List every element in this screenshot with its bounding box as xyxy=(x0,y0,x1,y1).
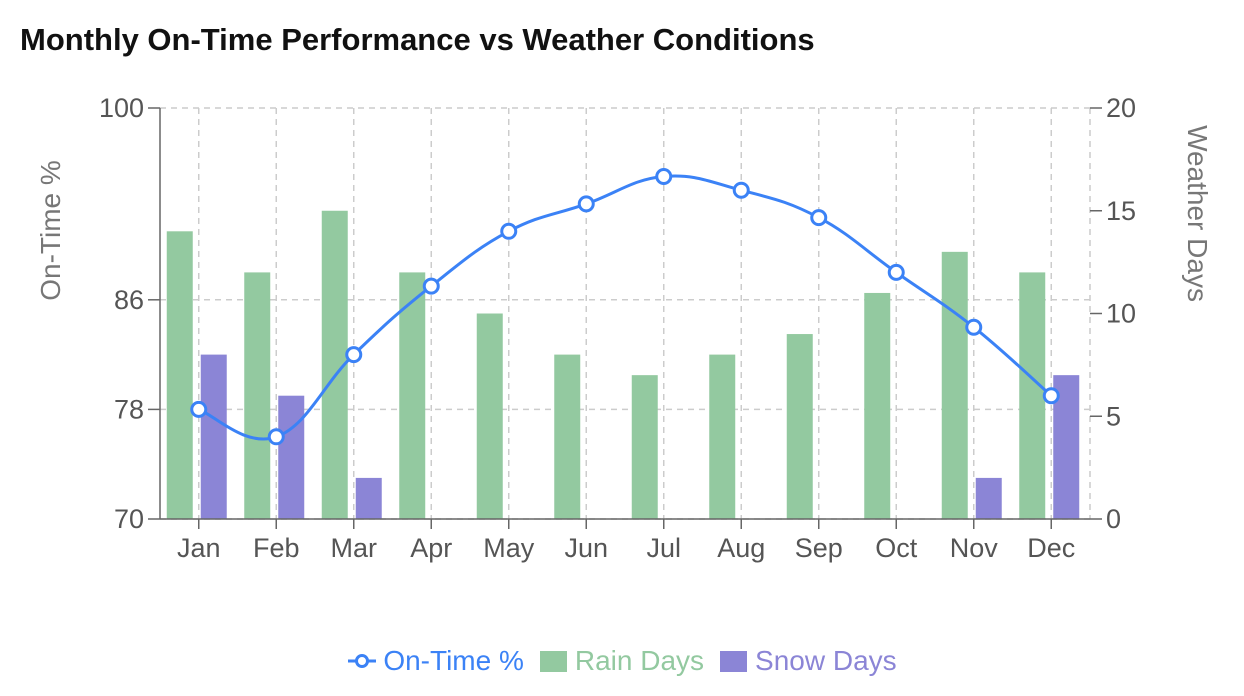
y-axis-right-label: Weather Days xyxy=(1182,125,1213,302)
axis-labels: On-Time % Weather Days xyxy=(35,125,1213,302)
y-right-tick-label: 20 xyxy=(1106,93,1136,123)
axes: 70 78 86 100 0 5 10 15 20 Jan Feb Mar Apr May Jun Jul Au… xyxy=(99,93,1136,563)
bar-snow-nov xyxy=(975,477,1002,519)
y-left-tick-label: 78 xyxy=(114,394,144,424)
bar-rain-jul xyxy=(631,375,658,519)
x-tick-label-aug: Aug xyxy=(717,533,765,563)
y-right-tick-label: 10 xyxy=(1106,299,1136,329)
rain-swatch-icon xyxy=(539,650,567,672)
chart-title: Monthly On-Time Performance vs Weather C… xyxy=(20,22,815,57)
line-on-time xyxy=(198,174,1053,441)
x-tick-label-may: May xyxy=(483,533,535,563)
x-tick-label-jun: Jun xyxy=(564,533,608,563)
point-on-time-oct xyxy=(887,263,905,281)
bar-rain-may xyxy=(476,313,503,519)
y-right-tick-label: 15 xyxy=(1106,196,1136,226)
x-tick-label-oct: Oct xyxy=(875,533,918,563)
x-tick-label-feb: Feb xyxy=(253,533,300,563)
bar-rain-oct xyxy=(864,292,891,519)
y-axis-left-label: On-Time % xyxy=(35,160,66,301)
y-left-tick-label: 70 xyxy=(114,504,144,534)
x-tick-label-apr: Apr xyxy=(410,533,452,563)
legend-item-snow[interactable]: Snow Days xyxy=(720,645,897,677)
bar-rain-aug xyxy=(709,354,736,519)
legend: On-Time % Rain Days Snow Days xyxy=(0,645,1244,677)
line-marker-icon xyxy=(348,654,377,668)
chart: 70 78 86 100 0 5 10 15 20 Jan Feb Mar Apr May Jun Jul Au… xyxy=(35,93,1213,563)
bar-rain-feb xyxy=(244,272,271,519)
line-series xyxy=(190,168,1060,446)
bar-rain-nov xyxy=(941,251,968,519)
y-right-tick-label: 0 xyxy=(1106,504,1121,534)
legend-item-on-time[interactable]: On-Time % xyxy=(347,645,524,677)
bar-snow-mar xyxy=(355,477,382,519)
legend-label-on-time: On-Time % xyxy=(383,645,524,676)
bar-rain-jun xyxy=(554,354,581,519)
legend-label-rain: Rain Days xyxy=(574,645,705,676)
bar-rain-apr xyxy=(399,272,426,519)
bar-snow-feb xyxy=(278,395,305,519)
x-tick-label-jan: Jan xyxy=(177,533,221,563)
y-left-tick-label: 86 xyxy=(114,285,144,315)
x-tick-label-mar: Mar xyxy=(331,533,378,563)
point-on-time-mar xyxy=(345,346,363,364)
snow-swatch-icon xyxy=(720,650,748,672)
legend-label-snow: Snow Days xyxy=(755,645,897,676)
point-on-time-may xyxy=(500,222,518,240)
bars xyxy=(166,210,1080,520)
bar-snow-jan xyxy=(200,354,227,519)
point-on-time-dec xyxy=(1042,387,1060,405)
point-on-time-jan xyxy=(190,400,208,418)
point-on-time-apr xyxy=(422,277,440,295)
y-right-tick-label: 5 xyxy=(1106,401,1121,431)
point-on-time-feb xyxy=(267,428,285,446)
legend-item-rain[interactable]: Rain Days xyxy=(539,645,705,677)
bar-rain-jan xyxy=(166,231,193,520)
bar-rain-sep xyxy=(786,334,813,519)
point-on-time-jul xyxy=(655,168,673,185)
x-tick-label-sep: Sep xyxy=(795,533,843,563)
x-tick-label-nov: Nov xyxy=(950,533,999,563)
point-on-time-aug xyxy=(732,181,750,199)
point-on-time-jun xyxy=(577,195,595,213)
x-tick-label-jul: Jul xyxy=(646,533,681,563)
point-on-time-sep xyxy=(810,209,828,227)
y-left-tick-label: 100 xyxy=(99,93,144,123)
point-on-time-nov xyxy=(965,318,983,336)
x-tick-label-dec: Dec xyxy=(1027,533,1075,563)
bar-rain-dec xyxy=(1019,272,1046,519)
